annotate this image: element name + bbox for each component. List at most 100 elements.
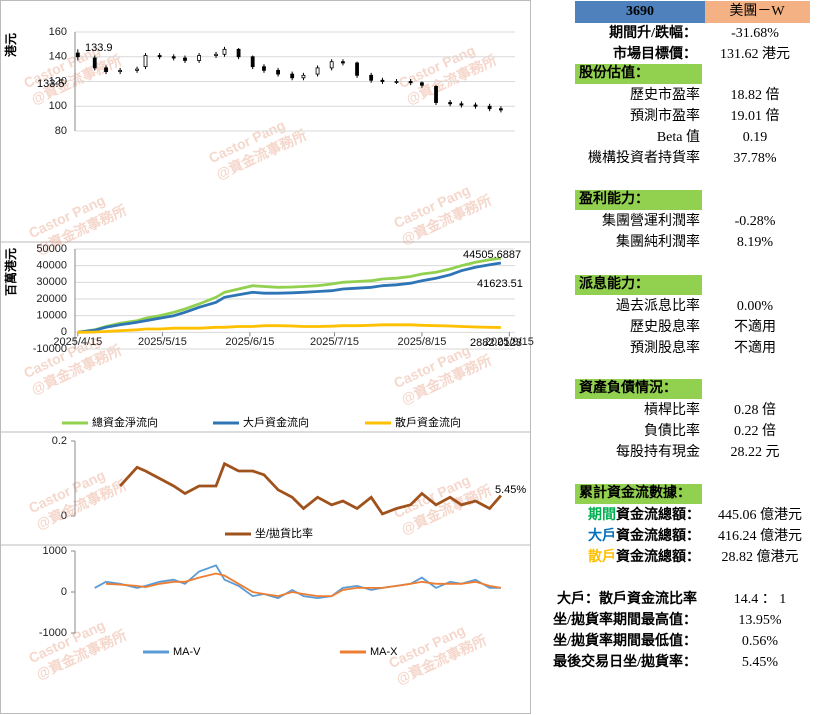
legend-label: MA-X <box>370 646 398 658</box>
y-tick-label: -1000 <box>39 627 67 639</box>
row-value: 8.19% <box>737 235 774 250</box>
y-tick-label: 140 <box>49 51 67 63</box>
candle-body <box>222 48 227 55</box>
y-tick-label: 80 <box>55 125 67 137</box>
legend-label: 坐/拋貨比率 <box>255 526 313 540</box>
candle-body <box>214 53 218 56</box>
candle-body <box>197 55 202 61</box>
stock-name: 美團－W <box>729 3 785 19</box>
row-value: 37.78% <box>733 151 777 166</box>
row-label: 機構投資者持貨率 <box>588 149 700 166</box>
x-tick-label: 2025/9/15 <box>485 336 534 348</box>
candle-body <box>408 81 413 84</box>
section-title: 累計資金流數據： <box>579 484 691 501</box>
flow-label: 大戶資金流總額： <box>588 527 700 544</box>
candle-body <box>92 57 97 69</box>
name-header <box>705 1 810 23</box>
candle-body <box>448 102 453 105</box>
code-header <box>575 1 705 23</box>
y-tick-label: 0 <box>61 586 67 598</box>
section-bg <box>575 379 702 399</box>
row-label: 集團營運利潤率 <box>602 212 700 229</box>
x-tick-label: 2025/6/15 <box>225 336 274 348</box>
summary-label: 市場目標價： <box>613 45 697 62</box>
row-value: 不適用 <box>734 318 776 335</box>
row-value: 0.00% <box>737 299 774 314</box>
y-tick-label: 0 <box>61 326 67 338</box>
data-label: 41623.51 <box>477 278 523 290</box>
y-tick-label: 10000 <box>36 310 67 322</box>
ratio-label: 最後交易日坐/拋貨率： <box>553 653 697 670</box>
row-value: 不適用 <box>734 339 776 356</box>
legend-label: 散戶資金流向 <box>395 415 461 429</box>
y-tick-label: 0 <box>61 510 67 522</box>
row-label: Beta 值 <box>657 129 700 145</box>
stock-code: 3690 <box>626 4 654 19</box>
candle-body <box>301 74 306 79</box>
row-label: 槓桿比率 <box>644 401 700 418</box>
row-value: 0.22 倍 <box>734 423 776 439</box>
flow-label: 期間資金流總額： <box>588 506 700 523</box>
flow-prefix: 散戶 <box>588 548 616 565</box>
row-label: 歷史市盈率 <box>630 86 700 103</box>
row-label: 過去派息比率 <box>616 297 700 314</box>
y-axis-title: 百萬港元 <box>3 248 18 296</box>
legend-label: MA-V <box>173 646 201 658</box>
data-label: 2882.0123 <box>470 337 522 349</box>
y-tick-label: 20000 <box>36 293 67 305</box>
ratio-label: 坐/拋貨率期間最低值： <box>553 632 697 649</box>
annotation: 133.9 <box>85 42 113 54</box>
ratio-value: 13.95% <box>738 613 782 628</box>
row-label: 負債比率 <box>644 422 700 439</box>
section-bg <box>575 275 702 295</box>
x-tick-label: 2025/8/15 <box>397 336 446 348</box>
flow-label: 散戶資金流總額： <box>588 548 700 565</box>
candle-body <box>498 108 503 111</box>
candle-body <box>459 103 464 106</box>
y-tick-label: 30000 <box>36 276 67 288</box>
y-tick-label: 0.2 <box>52 435 67 447</box>
legend-label: 總資金淨流向 <box>92 415 158 429</box>
flow-label-text: 資金流總額： <box>616 527 700 544</box>
section-title: 派息能力： <box>579 275 649 292</box>
series-line <box>77 256 502 334</box>
row-label: 每股持有現金 <box>616 444 700 460</box>
row-label: 預測市盈率 <box>630 107 700 124</box>
candle-body <box>394 81 399 83</box>
row-value: 0.19 <box>743 130 768 145</box>
candle-body <box>118 69 123 73</box>
y-tick-label: 100 <box>49 100 67 112</box>
candle-body <box>157 55 162 58</box>
candle-body <box>250 56 255 68</box>
row-label: 歷史股息率 <box>630 318 700 335</box>
candle-body <box>183 57 187 61</box>
y-tick-label: 40000 <box>36 260 67 272</box>
y-axis-title: 港元 <box>3 33 18 57</box>
candle-body <box>380 79 385 82</box>
row-value: -0.28% <box>735 214 776 229</box>
stats-panel: 3690 美團－W 期間升/跌幅： -31.68% 市場目標價： 131.62 港元股份估… <box>553 1 810 670</box>
flow-prefix: 大戶 <box>588 527 616 544</box>
row-label: 集團純利潤率 <box>616 233 700 250</box>
candle-body <box>420 82 424 86</box>
row-value: 18.82 倍 <box>731 87 780 103</box>
series-line <box>77 323 501 334</box>
flow-label-text: 資金流總額： <box>616 506 700 523</box>
ratio-label: 坐/拋貨率期間最高值： <box>553 611 697 628</box>
watermark: Castor Pang@資金流事務所 <box>26 467 129 533</box>
x-tick-label: 2025/4/15 <box>53 336 102 348</box>
candle-body <box>276 69 280 75</box>
candle-body <box>135 68 139 71</box>
candle-body <box>75 52 80 58</box>
summary-value: -31.68% <box>731 26 779 41</box>
watermarks: Castor Pang@資金流事務所 Castor Pang@資金流事務所 Cast… <box>21 42 499 688</box>
annotation: 133.5 <box>37 78 65 90</box>
legend-label: 大戶資金流向 <box>243 415 309 429</box>
row-value: 0.28 倍 <box>734 402 776 418</box>
section-bg <box>575 190 702 210</box>
flow-label-text: 資金流總額： <box>616 548 700 565</box>
candle-body <box>473 104 478 107</box>
row-label: 預測股息率 <box>630 339 700 356</box>
y-tick-label: 50000 <box>36 243 67 255</box>
candle-body <box>236 48 241 58</box>
